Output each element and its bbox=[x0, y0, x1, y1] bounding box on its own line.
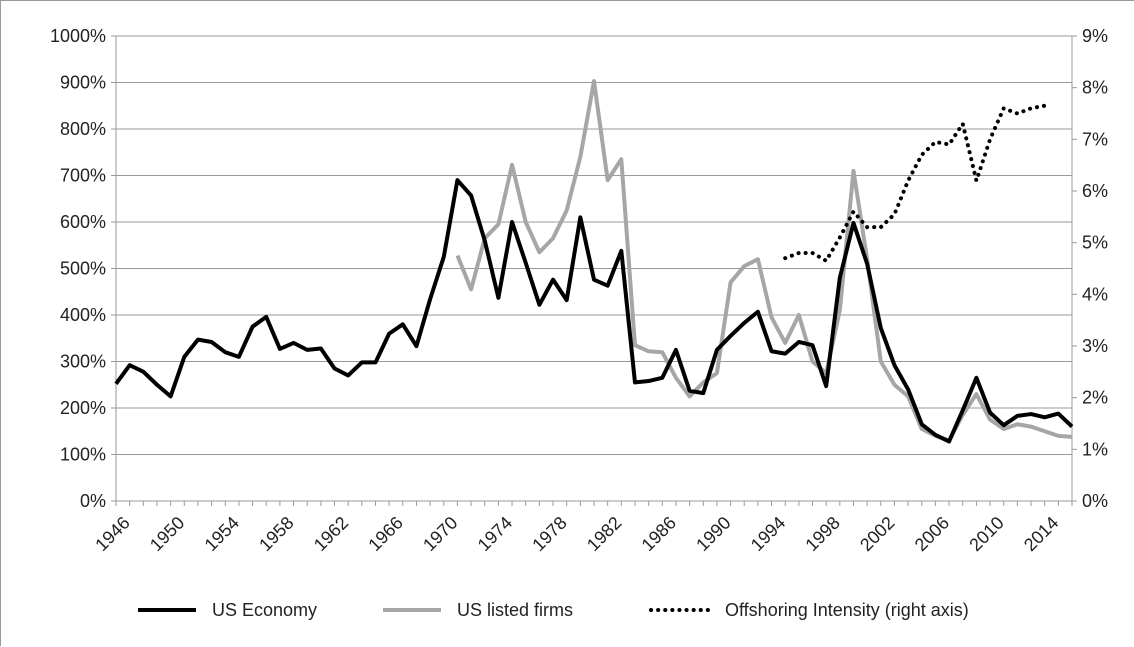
left-tick-label: 0% bbox=[80, 491, 106, 511]
left-tick-label: 400% bbox=[60, 305, 106, 325]
right-tick-label: 9% bbox=[1082, 26, 1108, 46]
left-axis-ticks: 0% 100% 200% 300% 400% 500% 600% 700% 800% 900% 10… bbox=[50, 26, 116, 511]
left-tick-label: 200% bbox=[60, 398, 106, 418]
axes bbox=[115, 36, 1073, 501]
left-tick-label: 800% bbox=[60, 119, 106, 139]
right-tick-label: 1% bbox=[1082, 439, 1108, 459]
x-tick-label: 1994 bbox=[747, 513, 789, 555]
left-tick-label: 500% bbox=[60, 259, 106, 279]
right-tick-label: 0% bbox=[1082, 491, 1108, 511]
right-tick-label: 2% bbox=[1082, 388, 1108, 408]
x-tick-label: 2010 bbox=[965, 513, 1007, 555]
x-tick-label: 1954 bbox=[201, 513, 243, 555]
x-tick-label: 1982 bbox=[583, 513, 625, 555]
series-line-0 bbox=[114, 178, 1074, 444]
x-tick-label: 1978 bbox=[528, 513, 570, 555]
right-tick-label: 4% bbox=[1082, 284, 1108, 304]
x-tick-label: 1986 bbox=[638, 513, 680, 555]
right-tick-label: 6% bbox=[1082, 181, 1108, 201]
right-tick-label: 7% bbox=[1082, 129, 1108, 149]
series-line-1 bbox=[455, 79, 1073, 443]
x-tick-label: 1946 bbox=[91, 513, 133, 555]
left-tick-label: 700% bbox=[60, 166, 106, 186]
left-tick-label: 300% bbox=[60, 352, 106, 372]
x-tick-label: 2014 bbox=[1020, 513, 1062, 555]
x-tick-label: 1974 bbox=[474, 513, 516, 555]
left-tick-label: 1000% bbox=[50, 26, 106, 46]
right-tick-label: 3% bbox=[1082, 336, 1108, 356]
x-tick-label: 1962 bbox=[310, 513, 352, 555]
x-tick-label: 1950 bbox=[146, 513, 188, 555]
x-tick-label: 2006 bbox=[911, 513, 953, 555]
legend: US Economy US listed firms Offshoring Inte… bbox=[138, 600, 969, 620]
right-tick-label: 8% bbox=[1082, 78, 1108, 98]
legend-label: Offshoring Intensity (right axis) bbox=[725, 600, 969, 620]
x-tick-label: 2002 bbox=[856, 513, 898, 555]
x-tick-label: 1990 bbox=[692, 513, 734, 555]
legend-label: US listed firms bbox=[457, 600, 573, 620]
left-tick-label: 900% bbox=[60, 73, 106, 93]
x-axis-ticks: 1946 1950 1954 1958 1962 1966 1970 1974 1978 1982… bbox=[91, 501, 1073, 555]
right-tick-label: 5% bbox=[1082, 233, 1108, 253]
x-tick-label: 1998 bbox=[801, 513, 843, 555]
gridlines bbox=[116, 35, 1072, 502]
left-tick-label: 600% bbox=[60, 212, 106, 232]
left-tick-label: 100% bbox=[60, 445, 106, 465]
x-tick-label: 1966 bbox=[364, 513, 406, 555]
series-line-2 bbox=[783, 103, 1047, 263]
right-axis-ticks: 0% 1% 2% 3% 4% 5% 6% 7% 8% 9% bbox=[1072, 26, 1108, 511]
x-tick-label: 1970 bbox=[419, 513, 461, 555]
legend-label: US Economy bbox=[212, 600, 317, 620]
series-lines bbox=[114, 79, 1074, 444]
x-tick-label: 1958 bbox=[255, 513, 297, 555]
